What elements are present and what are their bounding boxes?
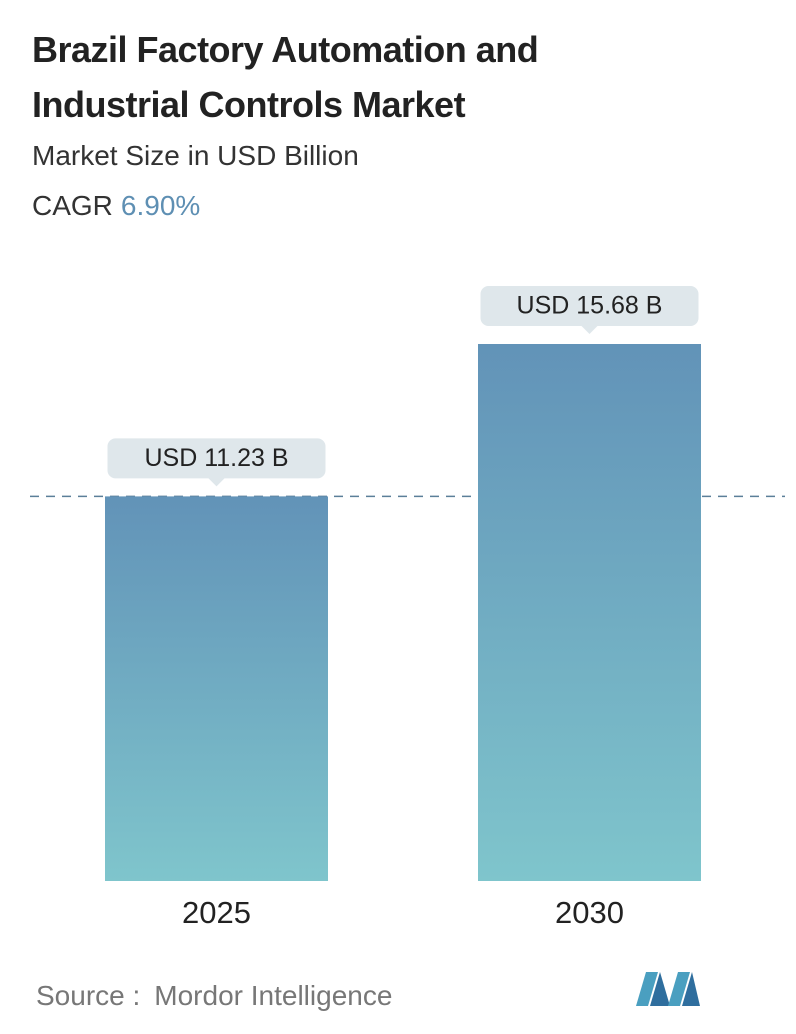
x-tick-label: 2030 [555, 895, 624, 930]
value-label: USD 15.68 B [517, 292, 663, 320]
cagr: CAGR 6.90% [32, 190, 200, 222]
value-label-box [107, 438, 326, 487]
cagr-value: 6.90% [120, 190, 201, 221]
x-tick-label: 2025 [182, 895, 251, 930]
bar [478, 344, 701, 881]
chart-subtitle: Market Size in USD Billion [32, 140, 359, 171]
logo [636, 972, 700, 1006]
value-label-box [480, 286, 699, 334]
chart-title: Brazil Factory Automation and Industrial… [32, 29, 539, 125]
value-label: USD 11.23 B [144, 444, 288, 472]
source: Source : Mordor Intelligence [36, 980, 392, 1012]
source-label: Source : [36, 980, 141, 1011]
cagr-label: CAGR [32, 190, 113, 221]
bar [105, 496, 328, 881]
source-name: Mordor Intelligence [154, 980, 393, 1011]
